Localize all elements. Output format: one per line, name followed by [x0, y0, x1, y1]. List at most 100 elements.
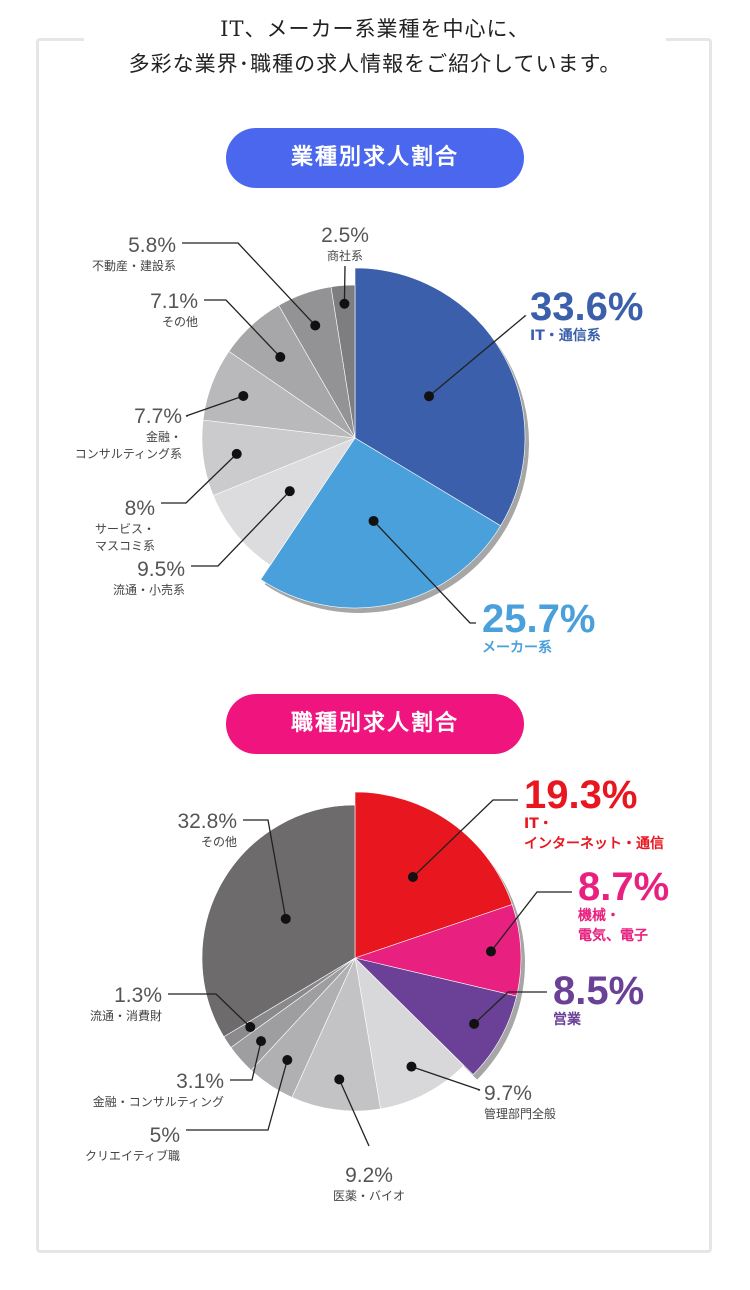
pie-slice	[354, 957, 465, 1110]
slice-dot	[424, 391, 435, 402]
slice-label-group: 8% サービス・マスコミ系	[95, 448, 242, 553]
slice-label-group: 8.7%機械・電気、電子	[485, 865, 669, 957]
slice-percent-label: 32.8%	[177, 810, 237, 833]
industry-pie-chart: 33.6%IT・通信系25.7%メーカー系9.5%流通・小売系8%サービス・マス…	[75, 224, 644, 656]
job-type-pie-chart: 19.3%IT・インターネット・通信8.7%機械・電気、電子8.5%営業9.7%…	[85, 773, 669, 1203]
slice-category-label: 機械・	[578, 907, 620, 924]
slice-dot	[275, 352, 286, 363]
slice-category-label: 不動産・建設系	[92, 258, 176, 273]
leader-line	[343, 265, 346, 304]
slice-label-group: 2.5%商社系	[321, 224, 369, 309]
pie-slice	[354, 267, 526, 527]
heading-backdrop	[84, 10, 666, 86]
leader-line	[412, 799, 518, 878]
leader-line	[473, 991, 547, 1025]
leader-line	[230, 1040, 262, 1081]
leader-line	[411, 1065, 481, 1091]
slice-category-label: IT・通信系	[530, 327, 601, 344]
slice-category-label: メーカー系	[482, 639, 552, 656]
slice-category-label: 電気、電子	[578, 927, 648, 944]
slice-percent-label: 9.7%	[484, 1082, 532, 1105]
slice-percent-label: 2.5%	[321, 224, 369, 247]
slice-dot	[231, 448, 242, 459]
job-type-chart-title: 職種別求人割合	[226, 694, 524, 754]
slice-label-group: 9.7%管理部門全般	[406, 1061, 556, 1121]
slice-category-label: 流通・小売系	[113, 582, 185, 597]
slice-dot	[406, 1061, 417, 1072]
pie-slice	[330, 284, 356, 439]
slice-category-label: インターネット・通信	[524, 835, 664, 852]
slice-category-label: マスコミ系	[95, 539, 155, 553]
slice-label-group: 1.3%流通・消費財	[90, 984, 256, 1033]
slice-dot	[245, 1022, 256, 1033]
slice-label-group: 7.7%金融・コンサルティング系	[75, 390, 249, 461]
leader-line	[182, 242, 316, 326]
slice-percent-label: 33.6%	[530, 285, 643, 329]
slice-labels: 33.6%IT・通信系25.7%メーカー系9.5%流通・小売系8%サービス・マス…	[75, 224, 644, 656]
leader-line	[490, 891, 572, 952]
pie-slices	[201, 267, 530, 613]
slice-category-label: コンサルティング系	[75, 447, 182, 461]
slice-label-group: 19.3%IT・インターネット・通信	[407, 773, 664, 883]
leader-line	[373, 520, 476, 624]
slice-percent-label: 8.7%	[578, 865, 669, 909]
slice-percent-label: 9.2%	[345, 1164, 393, 1187]
slice-label-group: 3.1%金融・コンサルティング	[93, 1036, 267, 1109]
slice-label-group: 9.5%流通・小売系	[113, 486, 295, 597]
slice-category-label: 商社系	[327, 248, 363, 263]
slice-dot	[485, 946, 496, 957]
slice-dot	[334, 1074, 345, 1085]
slice-label-group: 5%クリエイティブ職	[85, 1054, 293, 1163]
slice-percent-label: 1.3%	[114, 984, 162, 1007]
slice-label-group: 5.8%不動産・建設系	[92, 234, 321, 331]
slice-labels: 19.3%IT・インターネット・通信8.7%機械・電気、電子8.5%営業9.7%…	[85, 773, 669, 1203]
heading-line-2: 多彩な業界･職種の求人情報をご紹介しています。	[128, 52, 622, 76]
leader-line	[243, 819, 287, 919]
leader-line	[191, 490, 291, 567]
pie-slice	[260, 437, 502, 609]
slice-dot	[339, 298, 350, 309]
slice-category-label: クリエイティブ職	[85, 1148, 180, 1163]
slice-dot	[284, 486, 295, 497]
slice-percent-label: 7.1%	[150, 290, 198, 313]
slice-category-label: 金融・コンサルティング	[93, 1094, 224, 1109]
slice-percent-label: 9.5%	[137, 558, 185, 581]
slice-percent-label: 19.3%	[524, 773, 637, 817]
slice-category-label: サービス・	[95, 522, 155, 536]
leader-line	[186, 1059, 288, 1131]
pie-slices	[201, 791, 525, 1112]
slice-percent-label: 7.7%	[134, 405, 182, 428]
slice-label-group: 7.1% その他	[150, 290, 286, 363]
slice-label-group: 32.8% その他	[177, 810, 291, 924]
slice-dot	[282, 1054, 293, 1065]
slice-percent-label: 8%	[125, 497, 155, 520]
slice-percent-label: 25.7%	[482, 597, 595, 641]
pie-slice	[354, 957, 517, 1076]
slice-label-group: 8.5%営業	[469, 969, 644, 1029]
leader-line	[161, 453, 238, 504]
slice-dot	[469, 1018, 480, 1029]
slice-dot	[310, 320, 321, 331]
slice-percent-label: 5.8%	[128, 234, 176, 257]
slice-category-label: その他	[201, 835, 237, 849]
slice-category-label: 営業	[553, 1011, 582, 1028]
slice-dot	[280, 913, 291, 924]
leader-line	[338, 1079, 370, 1147]
industry-chart-title: 業種別求人割合	[226, 128, 524, 188]
slice-category-label: 管理部門全般	[484, 1106, 556, 1121]
slice-percent-label: 8.5%	[553, 969, 644, 1013]
slice-dot	[407, 872, 418, 883]
slice-label-group: 25.7%メーカー系	[368, 515, 595, 656]
leader-line	[204, 299, 281, 358]
pie-slice	[354, 791, 513, 959]
pie-slice	[353, 904, 522, 997]
slice-dot	[368, 515, 379, 526]
slice-label-group: 33.6%IT・通信系	[424, 285, 643, 402]
pie-slice	[291, 956, 381, 1112]
slice-dot	[238, 390, 249, 401]
heading-line-1: IT、メーカー系業種を中心に、	[220, 17, 530, 41]
pie-slice	[201, 804, 356, 1038]
slice-percent-label: 3.1%	[176, 1070, 224, 1093]
slice-category-label: IT・	[524, 816, 553, 832]
page-heading: IT、メーカー系業種を中心に、 多彩な業界･職種の求人情報をご紹介しています。	[0, 12, 750, 82]
